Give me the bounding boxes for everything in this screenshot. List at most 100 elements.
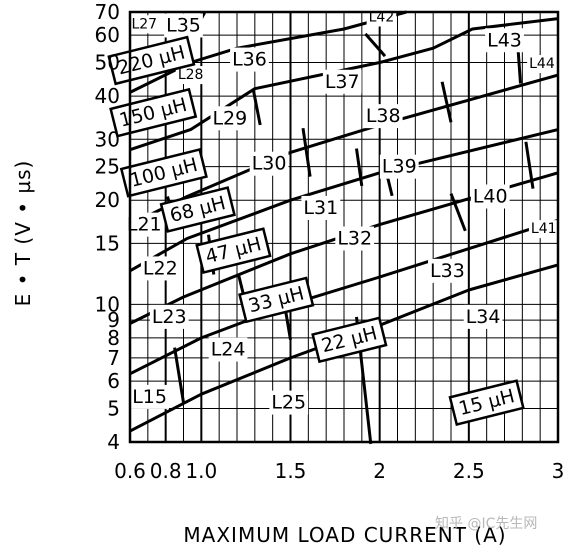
current-boundary-8: [524, 141, 535, 189]
inductance-label-box: [195, 227, 272, 274]
region-label-bg: [210, 106, 250, 131]
region-label-22: L15: [130, 384, 169, 409]
current-boundary-7: [449, 193, 467, 232]
region-label-bg: [528, 220, 559, 239]
region-label-21: L24: [208, 337, 248, 362]
current-boundary-13: [173, 347, 185, 403]
y-tick-label-3: 7: [107, 346, 120, 370]
y-tick-label-2: 6: [107, 369, 120, 393]
region-label-bg: [322, 69, 362, 94]
region-label-text: L38: [366, 105, 401, 127]
y-axis-title: E • T (V • µs): [11, 160, 35, 307]
region-label-bg: [335, 226, 375, 251]
region-label-11: L39: [379, 154, 419, 179]
region-label-text: L15: [132, 386, 167, 408]
y-tick-label-11: 40: [95, 84, 120, 108]
x-tick-label-5: 2.5: [453, 459, 485, 483]
region-label-text: L29: [212, 107, 247, 129]
region-label-18: L33: [428, 258, 467, 283]
y-tick-label-10: 30: [95, 127, 120, 151]
region-label-bg: [164, 13, 203, 38]
region-label-8: L29: [210, 106, 250, 131]
region-label-text: L24: [211, 339, 246, 361]
x-tick-label-2: 1.0: [185, 459, 217, 483]
current-boundary-3: [364, 32, 387, 58]
region-label-text: L33: [430, 260, 465, 282]
region-label-text: L27: [131, 16, 157, 32]
region-label-text: L39: [382, 156, 417, 178]
x-tick-label-4: 2: [373, 459, 386, 483]
region-label-20: L34: [463, 304, 503, 329]
y-tick-label-6: 10: [95, 292, 120, 316]
region-label-text: L34: [466, 306, 501, 328]
region-label-13: L31: [301, 195, 341, 220]
y-tick-label-12: 50: [95, 51, 120, 75]
y-tick-label-13: 60: [95, 23, 120, 47]
region-label-19: L23: [149, 304, 189, 329]
region-label-1: L35: [164, 13, 203, 38]
region-label-text: L40: [473, 185, 508, 207]
region-label-14: L21: [124, 212, 164, 237]
y-tick-label-8: 20: [95, 188, 120, 212]
x-tick-label-1: 0.8: [150, 459, 182, 483]
region-label-10: L30: [249, 151, 289, 176]
region-label-text: L42: [369, 9, 395, 25]
inductance-boundary-3: [129, 128, 559, 273]
current-boundary-2: [301, 127, 312, 177]
x-tick-label-3: 1.5: [275, 459, 307, 483]
x-tick-label-6: 3: [552, 459, 565, 483]
inductance-label-box: [119, 147, 208, 198]
region-label-6: L44: [527, 55, 557, 74]
region-label-3: L43: [485, 28, 524, 53]
region-label-text: L32: [337, 228, 372, 250]
region-label-bg: [129, 15, 160, 34]
watermark: 知乎 @IC先生网: [435, 515, 537, 532]
region-label-text: L41: [531, 221, 557, 237]
inductance-boundary-1: [129, 17, 559, 152]
region-label-12: L40: [470, 184, 510, 209]
region-label-0: L27: [129, 15, 160, 34]
region-label-text: L28: [178, 67, 204, 83]
region-label-text: L31: [303, 197, 338, 219]
region-label-15: L41: [528, 220, 559, 239]
region-label-bg: [527, 55, 557, 74]
x-axis-title: MAXIMUM LOAD CURRENT (A): [183, 523, 506, 547]
inductance-label-box: [238, 276, 315, 324]
y-tick-label-1: 5: [107, 396, 120, 420]
x-tick-label-0: 0.6: [114, 459, 146, 483]
inductance-label-box: [311, 316, 388, 364]
region-label-text: L23: [152, 306, 187, 328]
region-label-bg: [149, 304, 189, 329]
y-tick-label-5: 9: [107, 308, 120, 332]
region-label-bg: [463, 304, 503, 329]
region-label-23: L25: [269, 390, 309, 415]
region-label-bg: [428, 258, 467, 283]
region-label-bg: [175, 66, 206, 85]
region-label-bg: [124, 212, 164, 237]
region-label-4: L36: [230, 47, 269, 72]
region-label-bg: [249, 151, 289, 176]
region-label-7: L37: [322, 69, 362, 94]
region-label-bg: [230, 47, 269, 72]
plot-frame: [128, 10, 560, 444]
y-tick-label-7: 15: [95, 231, 120, 255]
region-label-text: L36: [232, 49, 267, 71]
region-label-bg: [379, 154, 419, 179]
region-label-bg: [301, 195, 341, 220]
y-tick-label-9: 25: [95, 155, 120, 179]
region-label-text: L35: [166, 14, 201, 36]
region-label-text: L21: [127, 214, 162, 236]
region-label-bg: [140, 256, 180, 281]
region-label-text: L43: [487, 29, 522, 51]
current-boundary-15: [355, 148, 364, 187]
y-tick-label-14: 70: [95, 0, 120, 24]
region-label-bg: [485, 28, 524, 53]
region-label-text: L30: [252, 153, 287, 175]
region-label-bg: [208, 337, 248, 362]
region-label-bg: [363, 104, 403, 129]
region-label-bg: [269, 390, 309, 415]
